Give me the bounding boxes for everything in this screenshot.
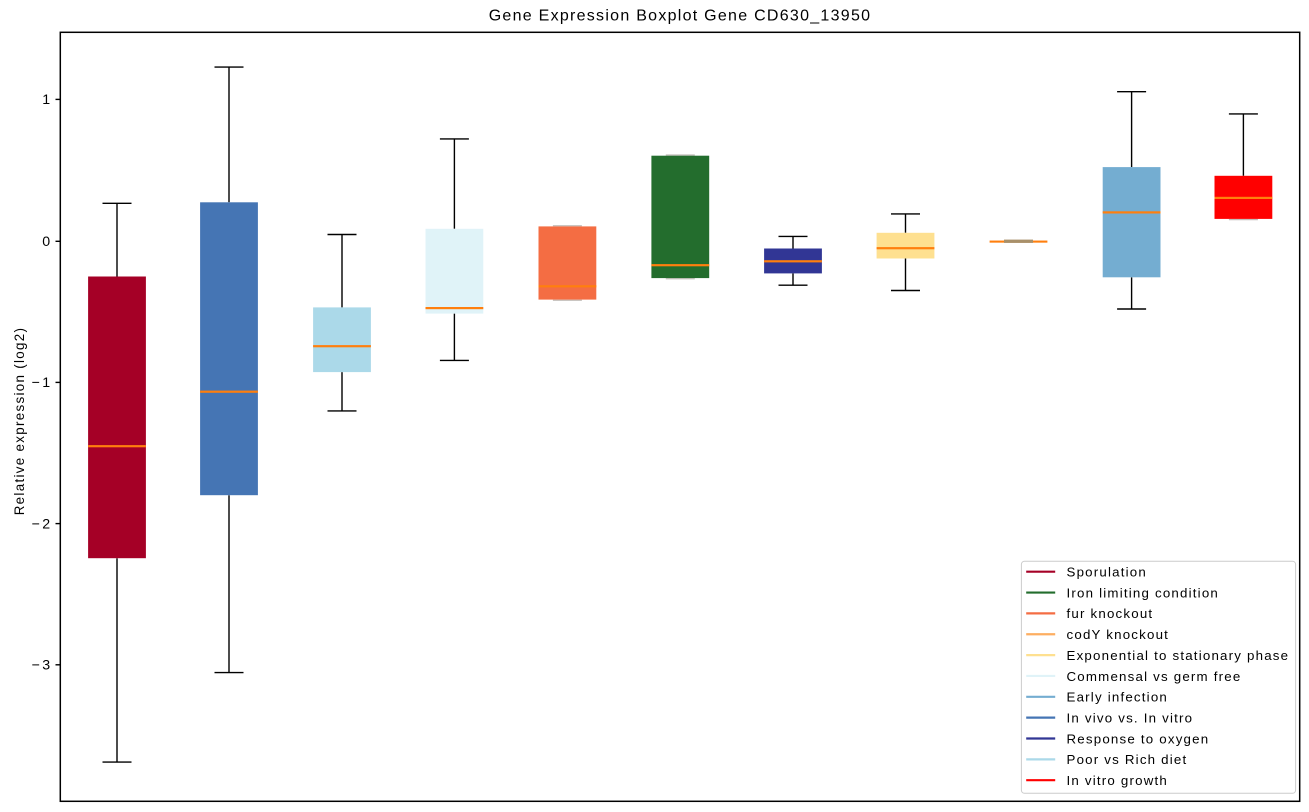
svg-text:In vitro growth: In vitro growth: [1067, 773, 1169, 788]
svg-text:codY knockout: codY knockout: [1067, 627, 1170, 642]
svg-text:Iron limiting condition: Iron limiting condition: [1067, 585, 1220, 600]
svg-text:Response to oxygen: Response to oxygen: [1067, 731, 1210, 746]
svg-text:Poor vs Rich diet: Poor vs Rich diet: [1067, 752, 1188, 767]
svg-text:Gene Expression Boxplot Gene C: Gene Expression Boxplot Gene CD630_13950: [489, 8, 872, 25]
svg-text:Early infection: Early infection: [1067, 690, 1169, 705]
svg-text:−3: −3: [32, 658, 53, 674]
svg-text:0: 0: [42, 234, 52, 250]
svg-text:fur knockout: fur knockout: [1067, 606, 1154, 621]
svg-text:In vivo vs. In vitro: In vivo vs. In vitro: [1067, 710, 1194, 725]
svg-text:Sporulation: Sporulation: [1067, 565, 1147, 580]
svg-text:Relative expression (log2): Relative expression (log2): [12, 327, 27, 516]
svg-text:1: 1: [42, 92, 52, 108]
svg-text:Exponential to stationary phas: Exponential to stationary phase: [1067, 648, 1290, 663]
svg-text:−1: −1: [32, 375, 53, 391]
svg-text:−2: −2: [32, 516, 53, 532]
svg-text:Commensal vs germ free: Commensal vs germ free: [1067, 669, 1242, 684]
